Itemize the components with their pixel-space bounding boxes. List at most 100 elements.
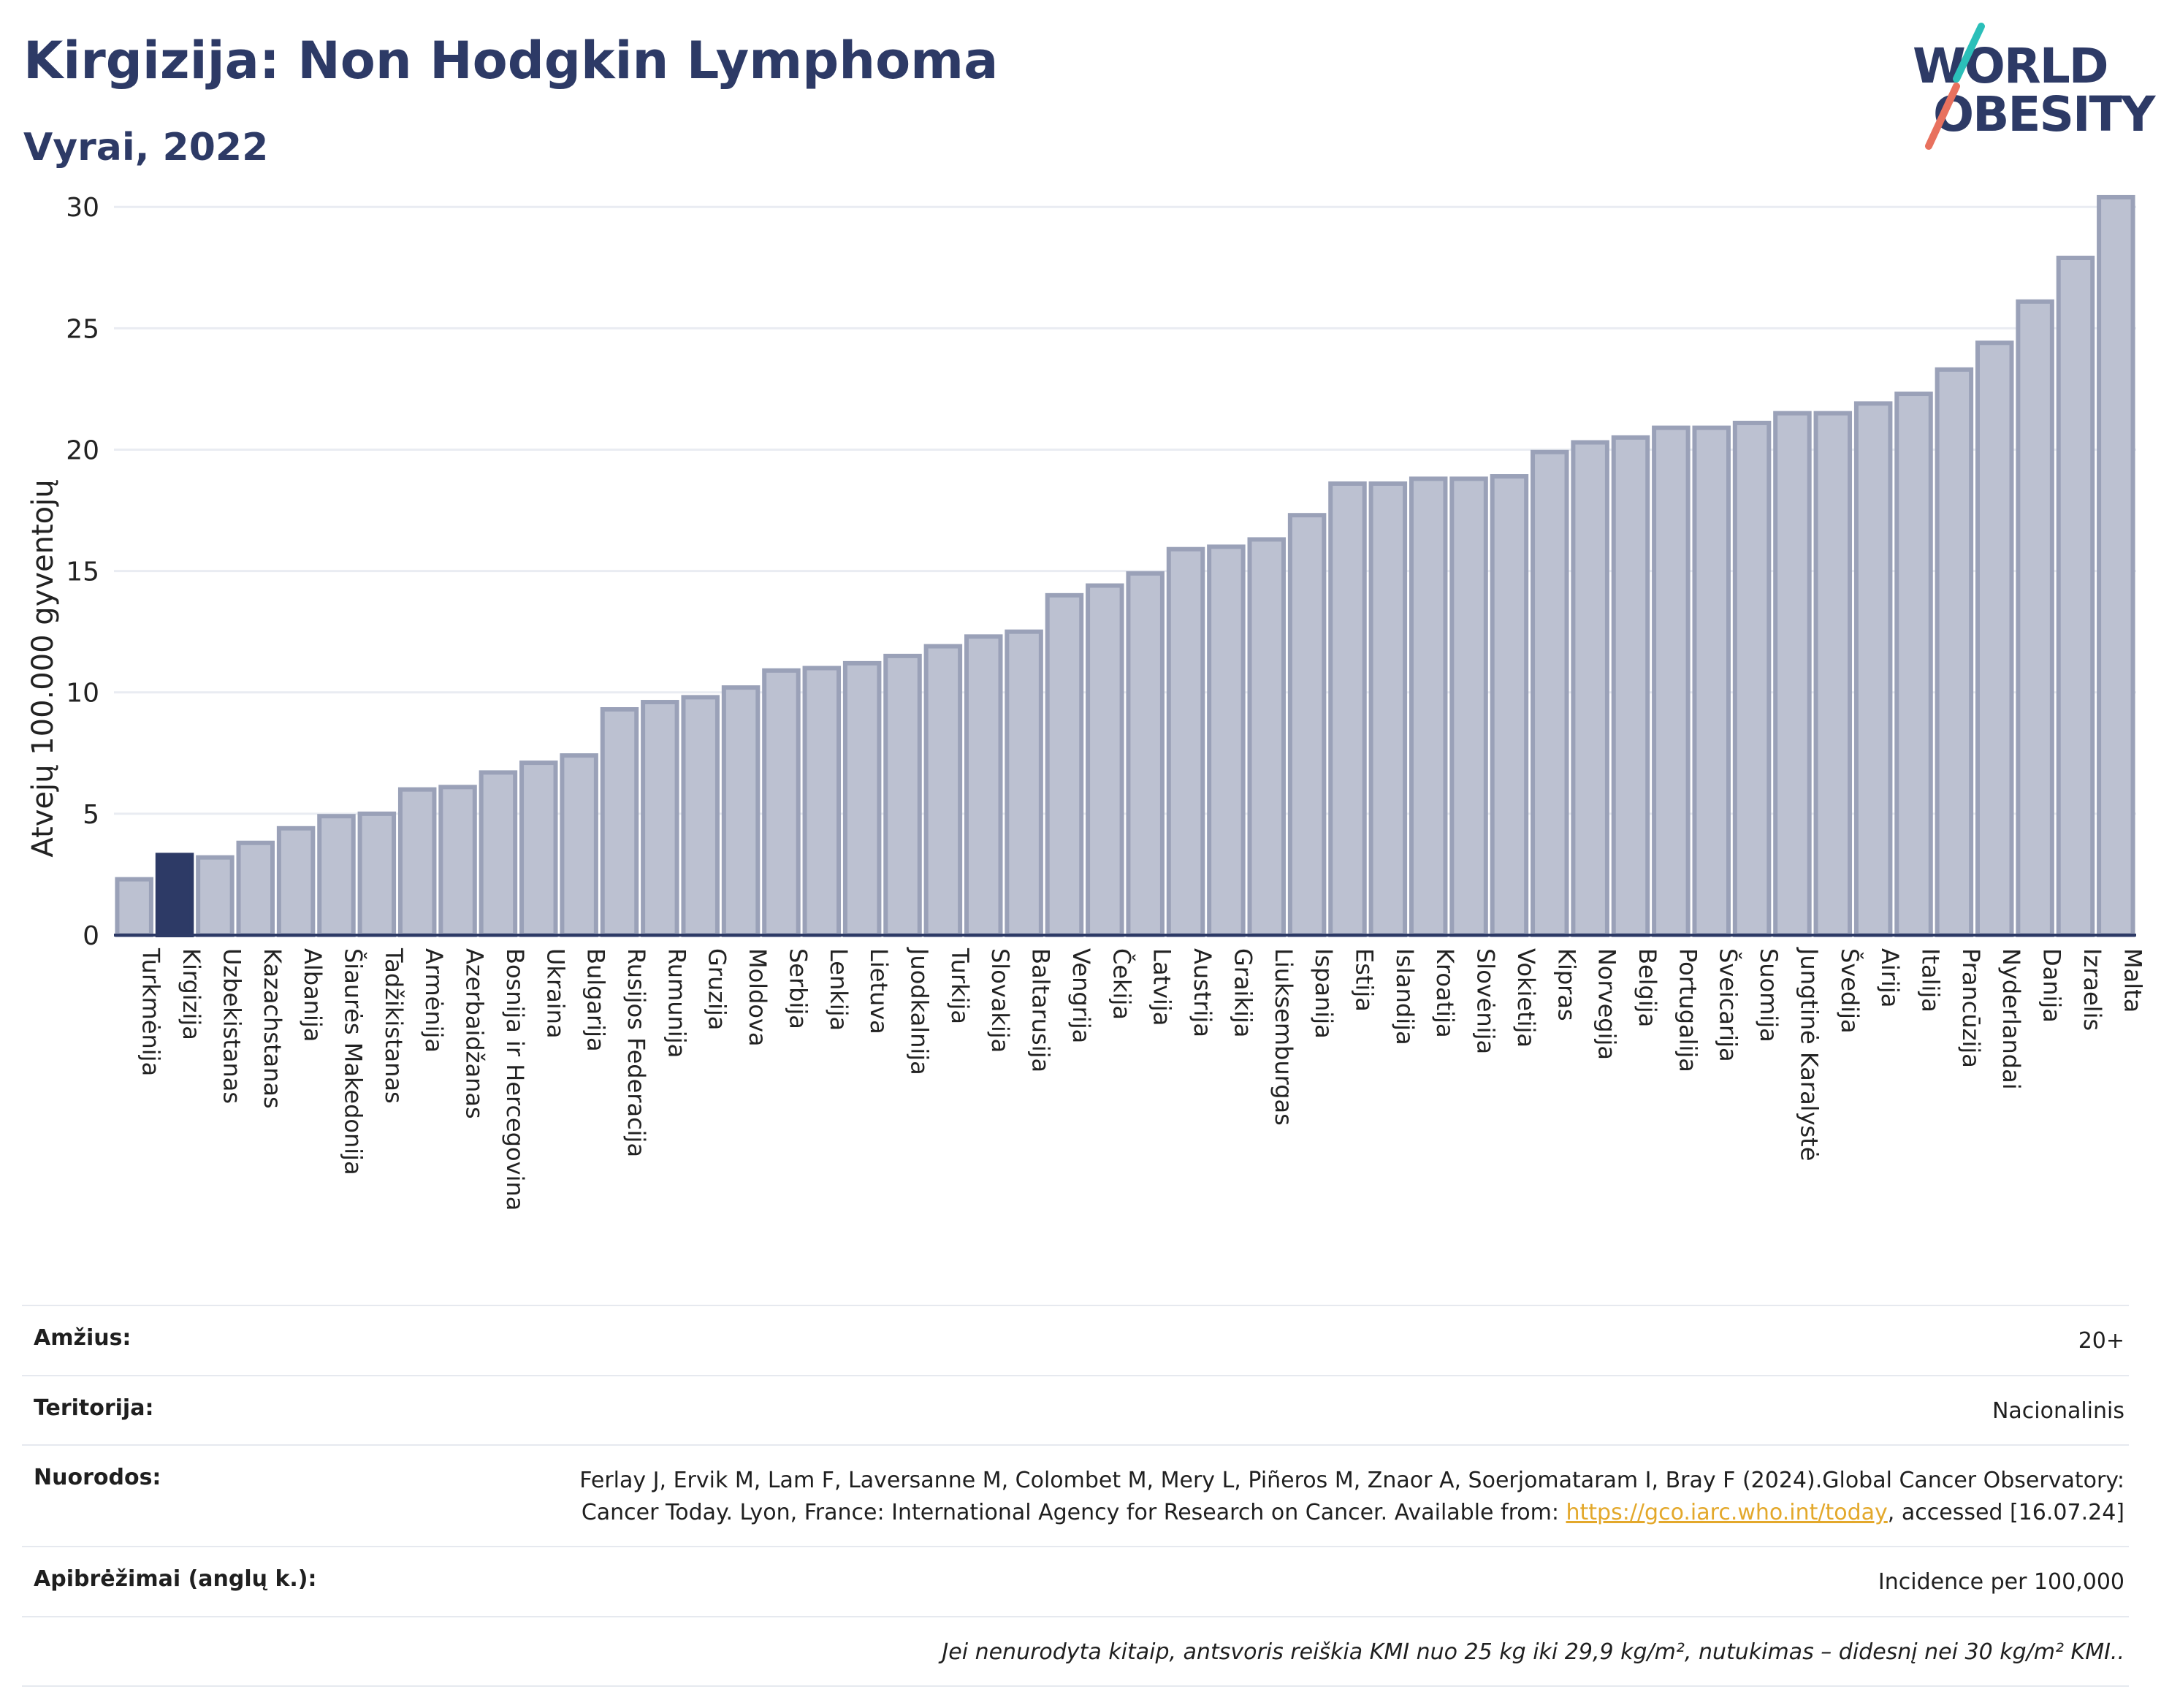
page-subtitle: Vyrai, 2022 xyxy=(23,126,269,169)
references-label: Nuorodos: xyxy=(34,1465,161,1490)
bar xyxy=(1166,546,1205,938)
x-tick-label: Ispanija xyxy=(1310,948,1338,1039)
bar xyxy=(357,811,397,937)
x-tick-label: Rumunija xyxy=(663,948,690,1058)
bar xyxy=(317,814,356,937)
x-tick-label: Kazachstanas xyxy=(259,948,286,1109)
bar xyxy=(1126,571,1165,937)
y-tick-label: 20 xyxy=(66,435,99,465)
x-tick-label: Bosnija ir Hercegovina xyxy=(501,948,529,1211)
meta-row-references: Nuorodos: Ferlay J, Ervik M, Lam F, Lave… xyxy=(22,1444,2129,1546)
metadata-table: Amžius: 20+ Teritorija: Nacionalinis Nuo… xyxy=(22,1305,2129,1687)
x-tick-label: Austrija xyxy=(1189,948,1216,1037)
bar xyxy=(681,695,720,937)
bar xyxy=(1531,449,1569,937)
logo-line-1: WORLD xyxy=(1913,38,2109,94)
bar xyxy=(560,753,598,937)
y-axis-label: Atvejų 100.000 gyventojų xyxy=(26,479,60,857)
x-tick-label: Graikija xyxy=(1229,948,1257,1037)
references-accessed: , accessed [16.07.24] xyxy=(1887,1499,2124,1525)
y-tick-label: 15 xyxy=(66,557,99,587)
x-tick-label: Lietuva xyxy=(865,948,893,1034)
x-tick-label: Serbija xyxy=(784,948,812,1029)
x-tick-label: Norvegija xyxy=(1593,948,1621,1060)
y-tick-labels: 0 5 10 15 20 25 30 xyxy=(66,193,99,951)
bar xyxy=(1732,420,1772,937)
x-tick-label: Izraelis xyxy=(2078,948,2106,1031)
bar xyxy=(2056,256,2095,937)
bar xyxy=(762,668,801,937)
bar xyxy=(1490,474,1529,937)
age-label: Amžius: xyxy=(34,1325,132,1351)
bar xyxy=(1328,481,1367,937)
territory-label: Teritorija: xyxy=(34,1395,154,1421)
x-tick-label: Prancūzija xyxy=(1957,948,1985,1068)
bar xyxy=(1571,440,1609,938)
bar xyxy=(802,666,842,937)
x-tick-label: Kirgizija xyxy=(178,948,205,1040)
x-tick-label: Malta xyxy=(2119,948,2146,1013)
bars xyxy=(114,194,2136,938)
x-tick-label: Latvija xyxy=(1148,948,1176,1026)
bar xyxy=(479,770,518,937)
x-tick-label: Rusijos Federacija xyxy=(622,948,650,1157)
bar xyxy=(1449,476,1488,937)
x-tick-label: Lenkija xyxy=(825,948,853,1031)
bar xyxy=(1207,544,1246,937)
bar xyxy=(1692,425,1731,938)
definition-note: Jei nenurodyta kitaip, antsvoris reiškia… xyxy=(942,1639,2124,1665)
x-tick-label: Albanija xyxy=(299,948,327,1042)
bar xyxy=(883,653,922,937)
bar xyxy=(1652,425,1691,938)
bar xyxy=(721,685,761,938)
y-tick-label: 10 xyxy=(66,679,99,709)
bar xyxy=(1813,411,1853,938)
x-tick-label: Šveicarija xyxy=(1715,948,1743,1062)
x-tick-label: Švedija xyxy=(1836,948,1864,1034)
bar xyxy=(196,855,235,938)
bar xyxy=(1086,583,1124,937)
bar xyxy=(1975,340,2014,937)
x-tick-label: Kipras xyxy=(1552,948,1580,1021)
y-tick-label: 5 xyxy=(83,800,99,830)
x-tick-label: Estija xyxy=(1350,948,1378,1012)
bar xyxy=(1773,411,1812,938)
x-tick-label: Vokietija xyxy=(1512,948,1540,1048)
x-tick-label: Baltarusija xyxy=(1027,948,1055,1072)
bar xyxy=(842,660,882,937)
x-tick-label: Moldova xyxy=(744,948,771,1047)
bar xyxy=(1247,537,1287,937)
bar xyxy=(2016,299,2054,937)
meta-row-definitions: Apibrėžimai (anglų k.): Incidence per 10… xyxy=(22,1546,2129,1616)
x-tick-label: Turkija xyxy=(946,948,974,1024)
x-tick-label: Turkmėnija xyxy=(137,948,165,1076)
x-tick-label: Suomija xyxy=(1755,948,1783,1042)
references-link[interactable]: https://gco.iarc.who.int/today xyxy=(1566,1499,1888,1525)
x-tick-label: Kroatija xyxy=(1431,948,1459,1038)
definitions-value: Incidence per 100,000 xyxy=(1878,1569,2124,1595)
y-tick-label: 25 xyxy=(66,314,99,344)
bar xyxy=(923,644,963,937)
bar xyxy=(397,787,437,937)
x-tick-label: Armėnija xyxy=(420,948,448,1053)
bar xyxy=(964,634,1003,937)
bar xyxy=(1894,392,1933,937)
x-tick-label: Italija xyxy=(1917,948,1945,1013)
bar xyxy=(236,840,275,938)
bar xyxy=(1045,592,1084,937)
world-obesity-logo: WORLD OBESITY xyxy=(1899,22,2155,161)
definitions-label: Apibrėžimai (anglų k.): xyxy=(34,1566,317,1592)
bar xyxy=(2097,194,2135,937)
bar xyxy=(1611,435,1650,937)
bar xyxy=(1935,367,1974,938)
page-title: Kirgizija: Non Hodgkin Lymphoma xyxy=(23,31,999,91)
bar xyxy=(1368,481,1408,937)
meta-row-territory: Teritorija: Nacionalinis xyxy=(22,1374,2129,1445)
references-text: Ferlay J, Ervik M, Lam F, Laversanne M, … xyxy=(579,1468,2124,1525)
x-tick-label: Gruzija xyxy=(704,948,731,1030)
bar xyxy=(600,707,639,937)
logo-slash-icon xyxy=(1925,23,1985,150)
bar xyxy=(1005,629,1043,937)
meta-row-age: Amžius: 20+ xyxy=(22,1305,2129,1375)
x-tick-label: Liuksemburgas xyxy=(1270,948,1297,1126)
